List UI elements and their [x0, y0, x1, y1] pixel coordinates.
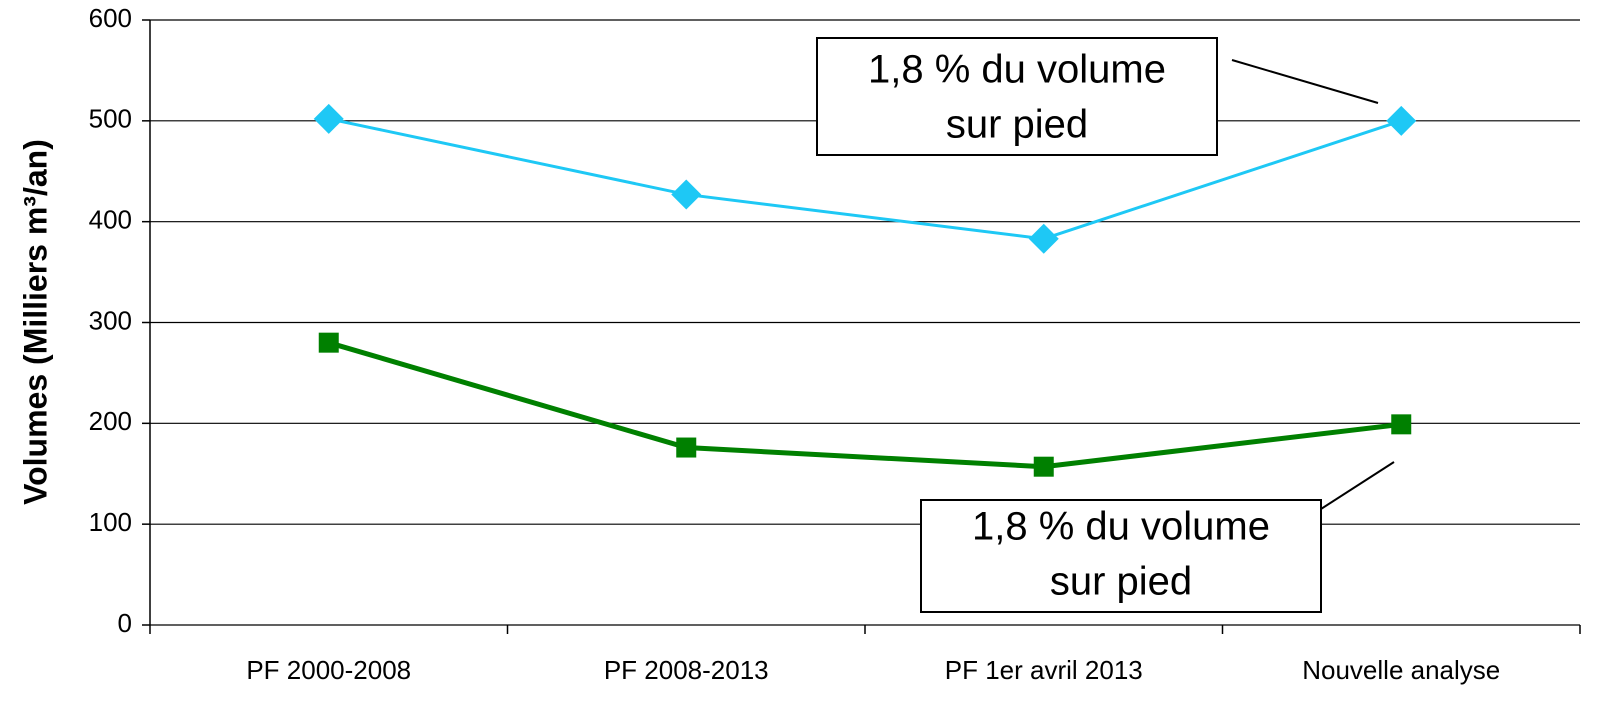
x-tick-label: PF 2008-2013 — [604, 655, 769, 685]
y-tick-label: 200 — [89, 406, 132, 436]
marker — [318, 332, 339, 353]
marker — [1028, 223, 1059, 254]
marker — [1033, 456, 1054, 477]
y-tick-label: 300 — [89, 305, 132, 335]
marker — [313, 103, 344, 134]
x-tick-label: Nouvelle analyse — [1302, 655, 1500, 685]
marker — [1386, 105, 1417, 136]
series-line — [328, 117, 1402, 241]
annotation-box — [816, 37, 1218, 156]
annotation: 1,8 % du volume sur pied — [920, 461, 1395, 613]
marker — [676, 437, 697, 458]
x-tick-label: PF 1er avril 2013 — [945, 655, 1143, 685]
annotation-text: 1,8 % du volume — [868, 48, 1166, 92]
y-tick-label: 600 — [89, 3, 132, 33]
series-line — [328, 340, 1402, 470]
annotation-text: sur pied — [1050, 560, 1192, 604]
annotation: 1,8 % du volume sur pied — [816, 37, 1379, 156]
marker — [1391, 414, 1412, 435]
marker — [671, 179, 702, 210]
y-tick-label: 400 — [89, 205, 132, 235]
x-tick-label: PF 2000-2008 — [246, 655, 411, 685]
y-axis-title: Volumes (Milliers m³/an) — [17, 139, 53, 505]
y-tick-label: 100 — [89, 507, 132, 537]
annotation-text: sur pied — [946, 103, 1088, 147]
annotation-box — [920, 499, 1322, 613]
leader-line — [1231, 59, 1379, 104]
plot-area: 0 100 200 300 400 500 600 PF 2000-2008 PF 2008-2… — [89, 3, 1581, 685]
y-tick-label: 500 — [89, 104, 132, 134]
y-tick-label: 0 — [118, 608, 132, 638]
annotation-text: 1,8 % du volume — [972, 505, 1270, 549]
